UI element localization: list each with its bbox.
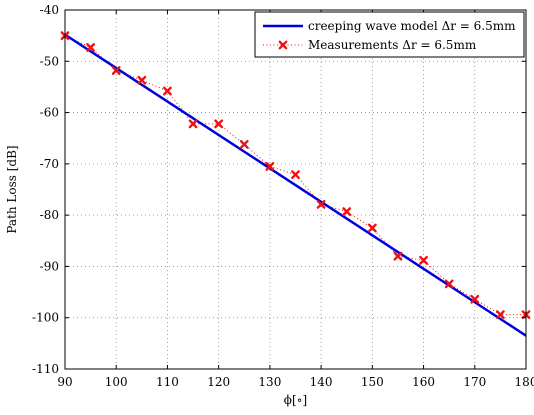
measurement-point [342,207,352,216]
y-axis-label: Path Loss [dB] [5,145,19,233]
x-axis-label: ϕ[∘] [284,393,307,407]
y-tick-label: -60 [40,106,59,120]
legend-marker-measurements [278,40,288,50]
measurement-point [367,223,377,233]
measurement-point [393,251,403,261]
marker-stroke [214,119,224,129]
measurement-point [316,199,326,209]
x-tick-label: 170 [463,375,486,389]
y-tick-label: -110 [32,362,59,376]
legend-box [254,11,525,58]
marker-stroke [419,255,428,265]
measurement-point [291,170,300,180]
x-tick-label: 180 [515,375,534,389]
y-tick-label: -100 [32,311,59,325]
marker-stroke [316,199,326,209]
axis-ticks: 90 100 110 120 130 140 150 160 170 180 -40 -50 -60 -7… [32,3,534,389]
legend-entry-measurements: Measurements Δr = 6.5mm [308,38,477,52]
marker-stroke [342,207,352,216]
measurement-point [163,86,172,96]
measurement-point [214,119,224,129]
measurement-point [265,162,275,171]
measurement-point [86,43,96,52]
x-tick-label: 90 [57,375,72,389]
x-tick-label: 100 [105,375,128,389]
x-tick-label: 160 [412,375,435,389]
marker-stroke [393,251,403,261]
measurement-point [495,310,505,320]
y-tick-label: -80 [40,208,59,222]
y-tick-label: -70 [40,157,59,171]
plot-frame [64,9,527,370]
marker-stroke [367,223,377,233]
marker-stroke [137,75,147,85]
marker-stroke [111,66,121,75]
x-tick-label: 140 [310,375,333,389]
series-layer [60,31,531,337]
marker-stroke [470,294,480,304]
legend-marker-stroke [278,40,288,50]
measurement-point [444,279,454,289]
marker-stroke [444,279,454,289]
measurement-point [137,75,147,85]
marker-stroke [239,139,249,149]
legend: creeping wave model Δr = 6.5mm Measureme… [254,11,525,58]
y-tick-label: -90 [40,259,59,273]
marker-stroke [188,119,198,129]
y-tick-label: -40 [40,3,59,17]
grid-lines [65,10,526,369]
legend-entry-model: creeping wave model Δr = 6.5mm [308,19,516,33]
measurement-point [419,255,428,265]
x-tick-label: 150 [361,375,384,389]
marker-stroke [265,162,275,171]
marker-stroke [163,86,172,96]
x-tick-label: 130 [258,375,281,389]
marker-stroke [291,170,300,180]
measurement-point [111,66,121,75]
measurement-point [188,119,198,129]
marker-stroke [86,43,96,52]
y-tick-label: -50 [40,54,59,68]
measurement-point [239,139,249,149]
x-tick-label: 110 [156,375,179,389]
x-tick-label: 120 [207,375,230,389]
marker-stroke [278,40,288,50]
measurement-point [470,294,480,304]
marker-stroke [495,310,505,320]
